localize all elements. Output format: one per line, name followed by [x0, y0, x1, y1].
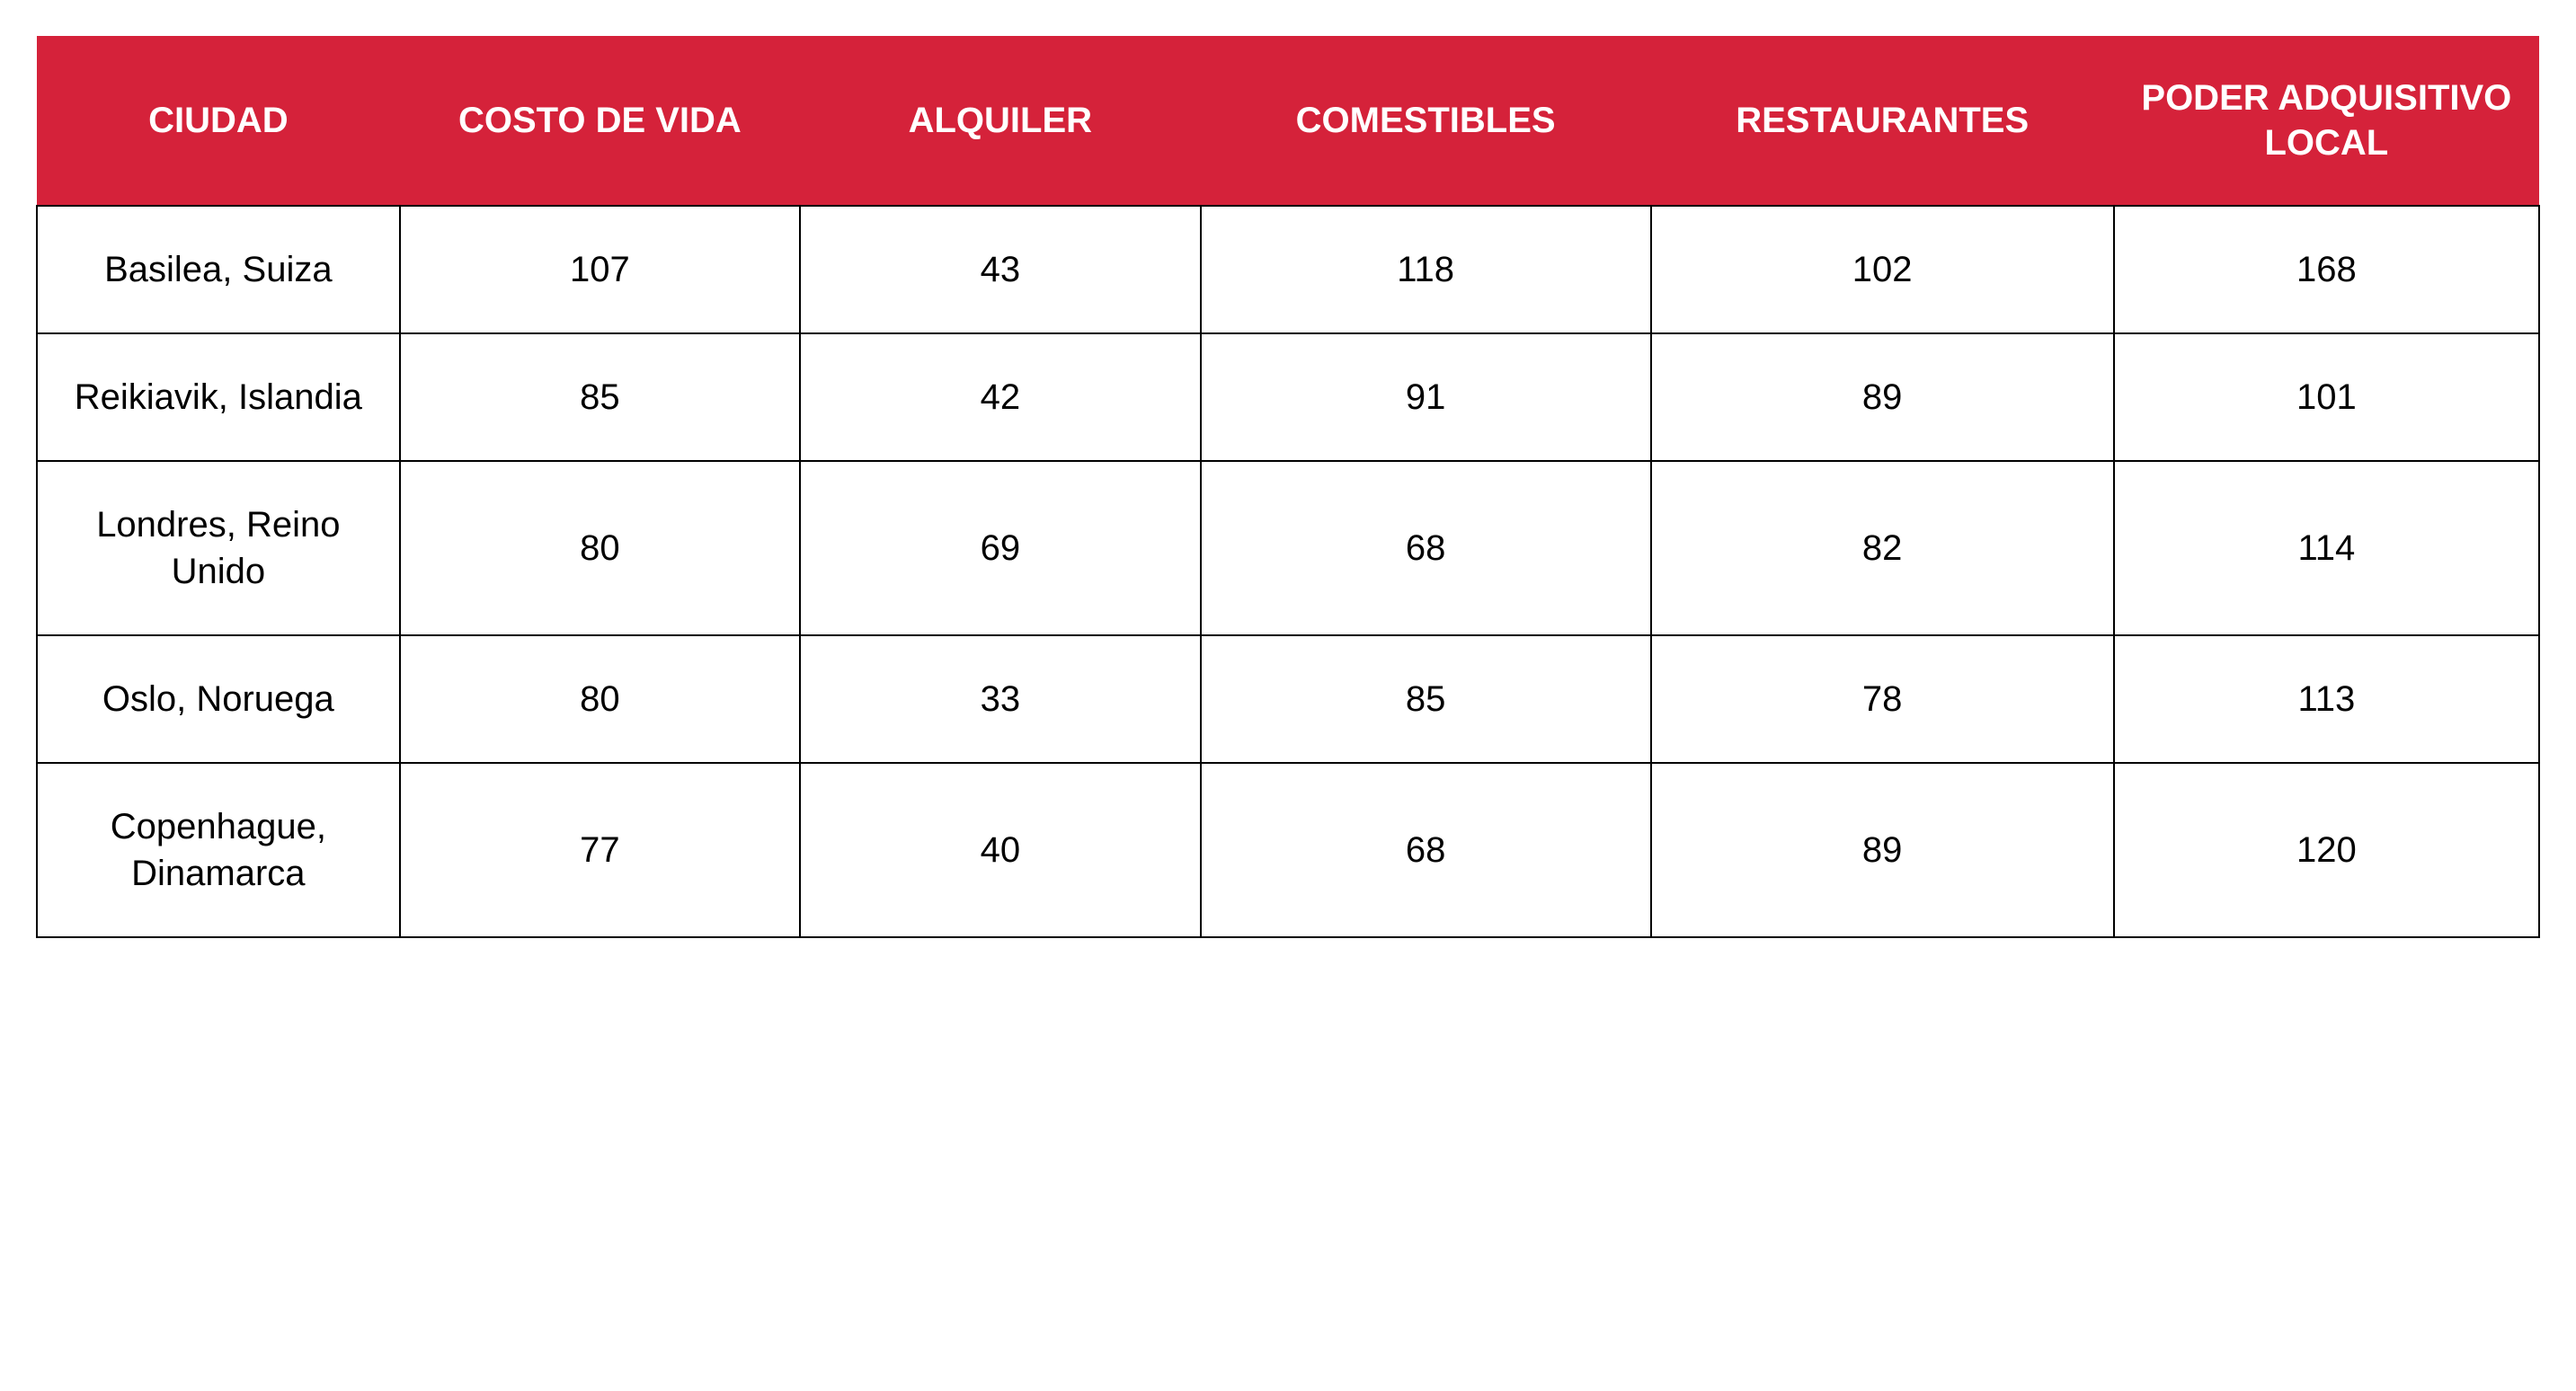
table-body: Basilea, Suiza 107 43 118 102 168 Reikia… [37, 206, 2539, 937]
table-row: Londres, Reino Unido 80 69 68 82 114 [37, 461, 2539, 635]
header-cell-rent: ALQUILER [800, 36, 1200, 206]
cell-value: 120 [2114, 763, 2539, 937]
cell-value: 114 [2114, 461, 2539, 635]
cell-value: 85 [400, 333, 800, 461]
cell-value: 89 [1651, 333, 2114, 461]
cell-value: 43 [800, 206, 1200, 333]
header-cell-groceries: COMESTIBLES [1201, 36, 1651, 206]
header-cell-city: CIUDAD [37, 36, 400, 206]
cell-value: 85 [1201, 635, 1651, 763]
header-row: CIUDAD COSTO DE VIDA ALQUILER COMESTIBLE… [37, 36, 2539, 206]
cell-city: Londres, Reino Unido [37, 461, 400, 635]
cell-value: 91 [1201, 333, 1651, 461]
cell-city: Oslo, Noruega [37, 635, 400, 763]
cell-value: 107 [400, 206, 800, 333]
header-cell-restaurants: RESTAURANTES [1651, 36, 2114, 206]
cell-city: Reikiavik, Islandia [37, 333, 400, 461]
cell-value: 89 [1651, 763, 2114, 937]
cell-value: 68 [1201, 763, 1651, 937]
cell-value: 80 [400, 461, 800, 635]
cell-value: 69 [800, 461, 1200, 635]
cell-value: 118 [1201, 206, 1651, 333]
table-row: Reikiavik, Islandia 85 42 91 89 101 [37, 333, 2539, 461]
table-row: Basilea, Suiza 107 43 118 102 168 [37, 206, 2539, 333]
cell-value: 77 [400, 763, 800, 937]
cell-value: 78 [1651, 635, 2114, 763]
cell-value: 168 [2114, 206, 2539, 333]
cell-value: 113 [2114, 635, 2539, 763]
cell-value: 82 [1651, 461, 2114, 635]
cost-of-living-table: CIUDAD COSTO DE VIDA ALQUILER COMESTIBLE… [36, 36, 2540, 938]
cell-city: Copenhague, Dinamarca [37, 763, 400, 937]
table-row: Oslo, Noruega 80 33 85 78 113 [37, 635, 2539, 763]
cell-value: 102 [1651, 206, 2114, 333]
cell-value: 80 [400, 635, 800, 763]
cell-value: 33 [800, 635, 1200, 763]
header-cell-cost: COSTO DE VIDA [400, 36, 800, 206]
table-row: Copenhague, Dinamarca 77 40 68 89 120 [37, 763, 2539, 937]
table-header: CIUDAD COSTO DE VIDA ALQUILER COMESTIBLE… [37, 36, 2539, 206]
cell-value: 68 [1201, 461, 1651, 635]
cell-city: Basilea, Suiza [37, 206, 400, 333]
cell-value: 40 [800, 763, 1200, 937]
header-cell-purchasing: PODER ADQUISITIVO LOCAL [2114, 36, 2539, 206]
cell-value: 42 [800, 333, 1200, 461]
cell-value: 101 [2114, 333, 2539, 461]
